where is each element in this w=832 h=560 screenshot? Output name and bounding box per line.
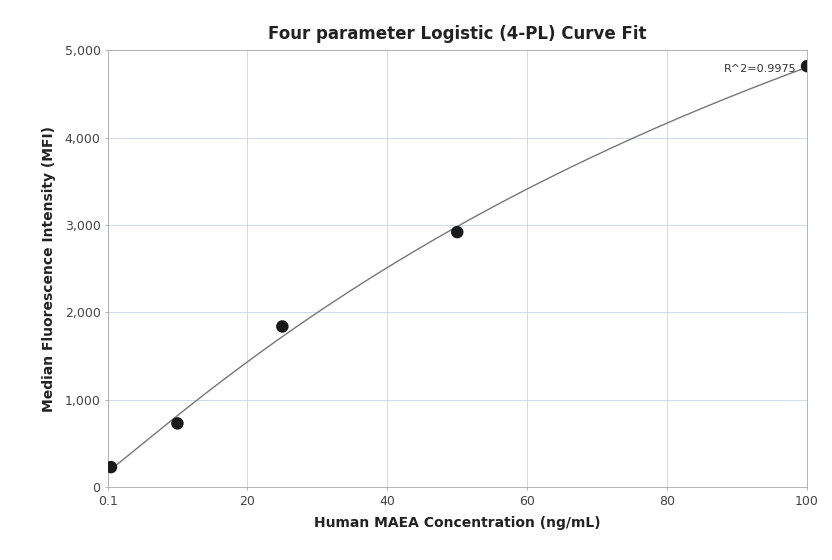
Point [104,463,117,472]
Point [171,419,184,428]
Text: R^2=0.9975: R^2=0.9975 [724,63,796,73]
Point [800,62,814,71]
Title: Four parameter Logistic (4-PL) Curve Fit: Four parameter Logistic (4-PL) Curve Fit [269,25,646,43]
Point [451,227,464,236]
Point [275,322,289,331]
Y-axis label: Median Fluorescence Intensity (MFI): Median Fluorescence Intensity (MFI) [42,126,57,412]
X-axis label: Human MAEA Concentration (ng/mL): Human MAEA Concentration (ng/mL) [314,516,601,530]
